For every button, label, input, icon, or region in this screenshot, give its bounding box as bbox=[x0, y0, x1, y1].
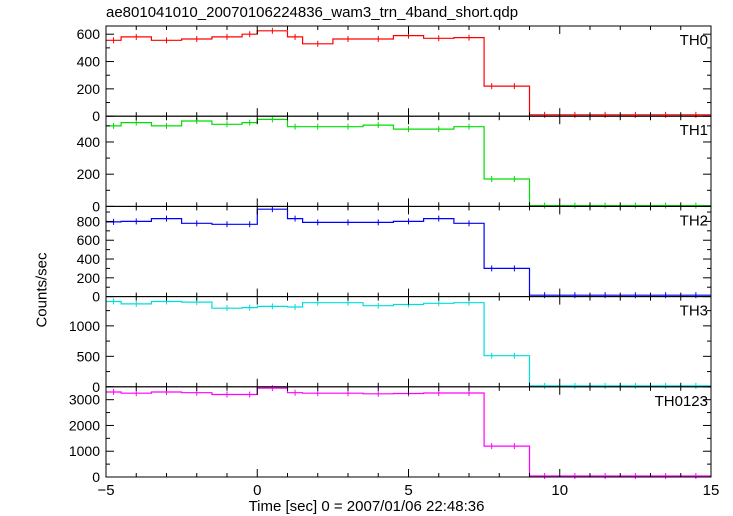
panel-frame bbox=[105, 296, 712, 388]
x-tick-label: 10 bbox=[551, 482, 568, 499]
panel-label-th2: TH2 bbox=[680, 212, 708, 229]
series-th0123-line bbox=[106, 387, 711, 477]
series-th0-line bbox=[106, 30, 711, 116]
y-tick-label: 2000 bbox=[69, 417, 100, 433]
y-tick-label: 500 bbox=[77, 348, 101, 364]
series-th1-line bbox=[106, 118, 711, 207]
y-tick-label: 400 bbox=[77, 134, 101, 150]
series-th3-line bbox=[106, 300, 711, 387]
y-tick-label: 400 bbox=[77, 251, 101, 267]
panel-label-th0123: TH0123 bbox=[655, 393, 708, 410]
x-tick-label: 0 bbox=[253, 482, 261, 499]
y-tick-label: 0 bbox=[92, 469, 100, 485]
y-tick-label: 0 bbox=[92, 289, 100, 305]
x-tick-label: −5 bbox=[97, 482, 114, 499]
panel-label-th0: TH0 bbox=[680, 32, 708, 49]
panel-label-th1: TH1 bbox=[680, 122, 708, 139]
panel-label-th3: TH3 bbox=[680, 303, 708, 320]
chart-title: ae801041010_20070106224836_wam3_trn_4ban… bbox=[106, 4, 519, 21]
y-tick-label: 3000 bbox=[69, 392, 100, 408]
y-tick-label: 600 bbox=[77, 232, 101, 248]
y-tick-label: 0 bbox=[92, 108, 100, 124]
x-tick-label: 5 bbox=[404, 482, 412, 499]
panel-frame bbox=[105, 386, 712, 478]
y-tick-label: 1000 bbox=[69, 443, 100, 459]
y-tick-label: 200 bbox=[77, 166, 101, 182]
y-tick-label: 600 bbox=[77, 26, 101, 42]
series-th2-line bbox=[106, 208, 711, 296]
y-axis-label: Counts/sec bbox=[33, 252, 51, 328]
y-tick-label: 400 bbox=[77, 54, 101, 70]
y-tick-label: 200 bbox=[77, 270, 101, 286]
y-tick-label: 200 bbox=[77, 81, 101, 97]
y-tick-label: 0 bbox=[92, 198, 100, 214]
y-tick-label: 0 bbox=[92, 379, 100, 395]
y-tick-label: 800 bbox=[77, 213, 101, 229]
x-tick-label: 15 bbox=[703, 482, 720, 499]
y-tick-label: 1000 bbox=[69, 318, 100, 334]
x-axis-label: Time [sec] 0 = 2007/01/06 22:48:36 bbox=[248, 498, 485, 515]
